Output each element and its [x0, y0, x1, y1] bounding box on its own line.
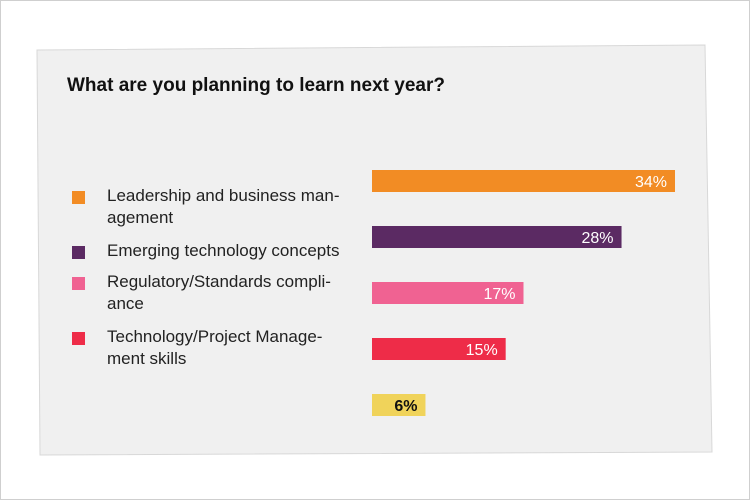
data-label-leadership: 34% — [635, 174, 667, 191]
bar-other — [372, 394, 426, 416]
data-label-tech-pm: 15% — [466, 342, 498, 359]
legend-label-regulatory: Regulatory/Standards compli-ance — [107, 272, 331, 313]
bar-emerging — [372, 226, 622, 248]
legend-label-emerging: Emerging technology concepts — [107, 241, 340, 260]
data-label-regulatory: 17% — [483, 286, 515, 303]
legend-swatch-regulatory — [72, 277, 85, 290]
legend-swatch-leadership — [72, 191, 85, 204]
legend-swatch-emerging — [72, 246, 85, 259]
bar-chart: 34% 28% 17% 15% 6% — [372, 166, 702, 426]
data-label-other: 6% — [394, 398, 417, 415]
chart-title: What are you planning to learn next year… — [67, 75, 445, 96]
bar-regulatory — [372, 282, 524, 304]
bar-leadership — [372, 170, 675, 192]
bar-tech-pm — [372, 338, 506, 360]
data-label-emerging: 28% — [581, 230, 613, 247]
legend-label-leadership: Leadership and business man-agement — [107, 186, 340, 227]
legend-swatch-tech-pm — [72, 332, 85, 345]
bars-svg: 34% 28% 17% 15% 6% — [372, 170, 675, 416]
legend-label-tech-pm: Technology/Project Manage-ment skills — [107, 327, 323, 368]
